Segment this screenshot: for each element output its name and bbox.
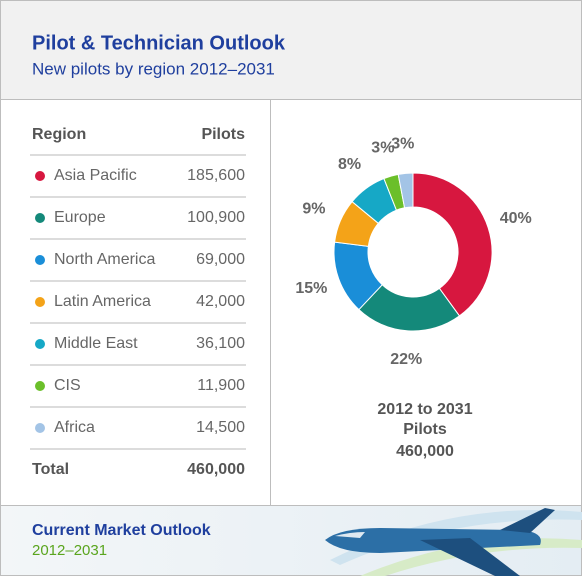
swoosh <box>330 510 582 565</box>
header-band <box>1 1 581 99</box>
bullet <box>35 423 45 433</box>
region-name: Africa <box>54 419 95 436</box>
pilot-count: 11,900 <box>197 377 245 394</box>
region-name: Europe <box>54 209 106 226</box>
pilot-count: 36,100 <box>196 335 245 352</box>
donut-segment <box>412 172 493 317</box>
region-name: Middle East <box>54 335 138 352</box>
percent-label: 3% <box>371 140 394 157</box>
pilot-count: 14,500 <box>196 419 245 436</box>
column-header: Pilots <box>201 126 245 143</box>
footer-title: Current Market Outlook <box>32 522 211 539</box>
bullet <box>35 255 45 265</box>
pilot-count: 185,600 <box>187 167 245 184</box>
region-name: CIS <box>54 377 81 394</box>
title: Pilot & Technician Outlook <box>32 32 286 54</box>
airplane <box>325 508 555 576</box>
percent-label: 40% <box>500 210 532 227</box>
pilot-count: 100,900 <box>187 209 245 226</box>
bullet <box>35 339 45 349</box>
pilot-count: 69,000 <box>196 251 245 268</box>
pilot-count: 42,000 <box>196 293 245 310</box>
bullet <box>35 297 45 307</box>
total-value: 460,000 <box>187 461 245 478</box>
region-name: Asia Pacific <box>54 167 137 184</box>
percent-label: 22% <box>390 351 422 368</box>
swoosh <box>360 538 582 576</box>
column-header: Region <box>32 126 86 143</box>
center-text: Pilots <box>403 421 447 438</box>
percent-label: 9% <box>302 200 325 217</box>
percent-label: 3% <box>391 136 414 153</box>
footer-subtitle: 2012–2031 <box>32 542 107 559</box>
region-name: Latin America <box>54 293 151 310</box>
donut-segment <box>397 172 414 209</box>
region-name: North America <box>54 251 155 268</box>
bullet <box>35 213 45 223</box>
bullet <box>35 171 45 181</box>
center-text: 2012 to 2031 <box>377 401 472 418</box>
bullet <box>35 381 45 391</box>
center-text: 460,000 <box>396 443 454 460</box>
percent-label: 15% <box>295 280 327 297</box>
percent-label: 8% <box>338 156 361 173</box>
subtitle: New pilots by region 2012–2031 <box>32 59 275 78</box>
total-label: Total <box>32 461 69 478</box>
